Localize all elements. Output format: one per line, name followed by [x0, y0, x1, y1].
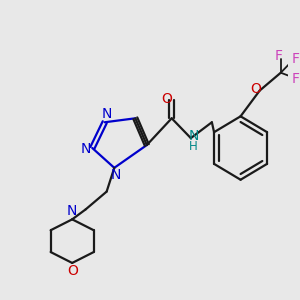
Text: F: F [292, 72, 300, 86]
Text: N: N [101, 107, 112, 121]
Text: H: H [189, 140, 198, 152]
Text: N: N [188, 129, 199, 143]
Text: F: F [275, 49, 283, 63]
Text: N: N [111, 168, 122, 182]
Text: F: F [292, 52, 300, 66]
Text: N: N [80, 142, 91, 156]
Text: O: O [250, 82, 261, 96]
Text: O: O [67, 264, 78, 278]
Text: O: O [161, 92, 172, 106]
Text: N: N [67, 204, 77, 218]
